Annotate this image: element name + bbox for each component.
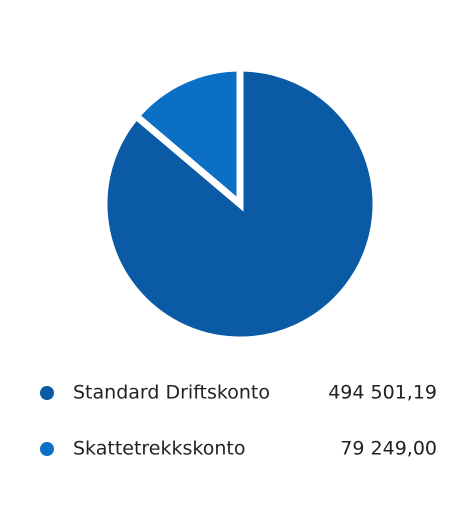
legend-label: Skattetrekkskonto [73, 438, 245, 460]
pie-slice [131, 64, 244, 212]
legend-marker [40, 386, 54, 400]
legend-value: 494 501,19 [328, 382, 437, 404]
legend-value: 79 249,00 [340, 438, 437, 460]
legend-label: Standard Driftskonto [73, 382, 270, 404]
legend-marker [40, 442, 54, 456]
